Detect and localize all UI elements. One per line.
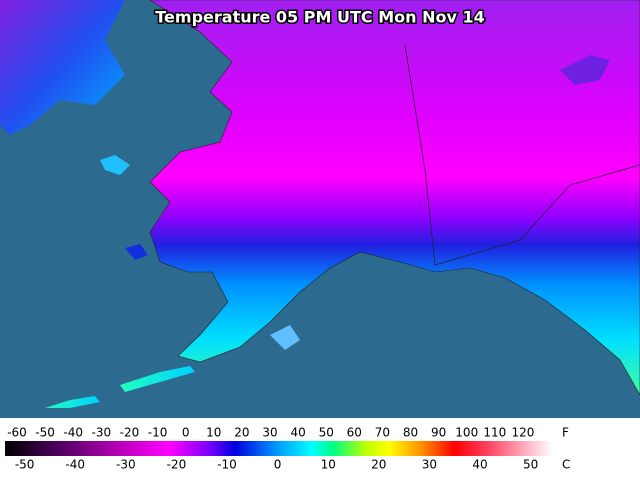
island [560,55,610,85]
fahrenheit-label: -40 [63,426,83,440]
fahrenheit-label: 40 [290,426,305,440]
celsius-label: -10 [217,458,237,472]
celsius-label: 30 [422,458,437,472]
celsius-label: -20 [167,458,187,472]
celsius-unit: C [562,458,570,472]
border-line [404,44,640,266]
island [100,155,130,175]
fahrenheit-label: 30 [262,426,277,440]
fahrenheit-label: -30 [92,426,112,440]
fahrenheit-label: -10 [148,426,168,440]
fahrenheit-label: 100 [455,426,478,440]
fahrenheit-label: 20 [234,426,249,440]
russia-land [0,0,125,135]
celsius-label: 0 [274,458,282,472]
celsius-label: -30 [116,458,136,472]
fahrenheit-label: 110 [483,426,506,440]
celsius-label: -40 [65,458,85,472]
island [125,244,148,260]
legend: -60 -50 -40 -30 -20 -10 0 10 20 30 40 50 60 70 80 90 100… [7,426,570,472]
island [45,396,100,408]
fahrenheit-label: 80 [403,426,418,440]
fahrenheit-label: 70 [375,426,390,440]
island [270,325,300,350]
fahrenheit-unit: F [562,426,569,440]
alaska-land [149,0,640,396]
fahrenheit-label: -20 [120,426,140,440]
fahrenheit-label: 120 [512,426,535,440]
fahrenheit-label: 50 [319,426,334,440]
celsius-label: 20 [371,458,386,472]
map-title: Temperature 05 PM UTC Mon Nov 14 [155,8,484,27]
island [120,366,195,392]
celsius-label: 50 [523,458,538,472]
fahrenheit-label: 60 [347,426,362,440]
fahrenheit-label: 10 [206,426,221,440]
fahrenheit-label: -60 [7,426,27,440]
fahrenheit-label: 0 [182,426,190,440]
celsius-label: 10 [321,458,336,472]
celsius-label: -50 [15,458,35,472]
fahrenheit-label: 90 [431,426,446,440]
color-scale-bar [5,441,553,456]
fahrenheit-label: -50 [35,426,55,440]
celsius-label: 40 [472,458,487,472]
